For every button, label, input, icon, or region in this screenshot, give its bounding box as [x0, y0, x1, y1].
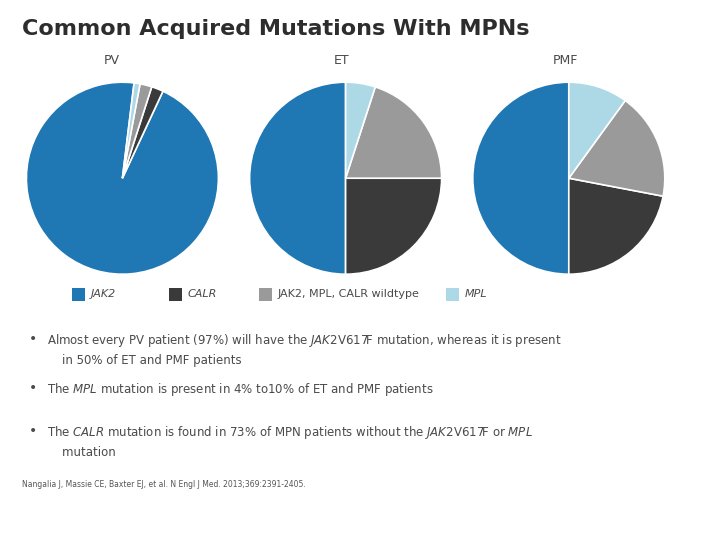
Wedge shape [569, 100, 665, 196]
Text: MPL: MPL [465, 289, 487, 299]
Wedge shape [122, 83, 140, 178]
Wedge shape [569, 82, 625, 178]
Wedge shape [346, 87, 441, 178]
Text: 16: 16 [681, 508, 698, 521]
Wedge shape [122, 84, 152, 178]
Text: JAK2: JAK2 [91, 289, 116, 299]
Wedge shape [346, 82, 375, 178]
Text: •: • [29, 332, 37, 346]
Text: JAK2, MPL, CALR wildtype: JAK2, MPL, CALR wildtype [278, 289, 420, 299]
Text: •: • [29, 424, 37, 438]
Wedge shape [122, 87, 163, 178]
Wedge shape [27, 82, 218, 274]
Text: PV: PV [104, 55, 120, 68]
Wedge shape [473, 82, 569, 274]
Text: •: • [29, 381, 37, 395]
Text: Nangalia J, Massie CE, Baxter EJ, et al. N Engl J Med. 2013;369:2391-2405.: Nangalia J, Massie CE, Baxter EJ, et al.… [22, 480, 305, 489]
Wedge shape [569, 178, 663, 274]
Wedge shape [250, 82, 346, 274]
Text: The $\mathit{CALR}$ mutation is found in 73% of MPN patients without the $\mathi: The $\mathit{CALR}$ mutation is found in… [47, 424, 533, 459]
Wedge shape [346, 178, 441, 274]
Text: The $\mathit{MPL}$ mutation is present in 4% to10% of ET and PMF patients: The $\mathit{MPL}$ mutation is present i… [47, 381, 433, 397]
Text: PMF: PMF [552, 55, 578, 68]
Text: Common Acquired Mutations With MPNs: Common Acquired Mutations With MPNs [22, 19, 529, 39]
Text: © 2015, Incyte Corporation. All rights reserved.: © 2015, Incyte Corporation. All rights r… [22, 510, 222, 518]
Text: Almost every PV patient (97%) will have the $\mathit{JAK2}$V617F mutation, where: Almost every PV patient (97%) will have … [47, 332, 562, 367]
Text: ET: ET [334, 55, 350, 68]
Text: CALR: CALR [188, 289, 217, 299]
